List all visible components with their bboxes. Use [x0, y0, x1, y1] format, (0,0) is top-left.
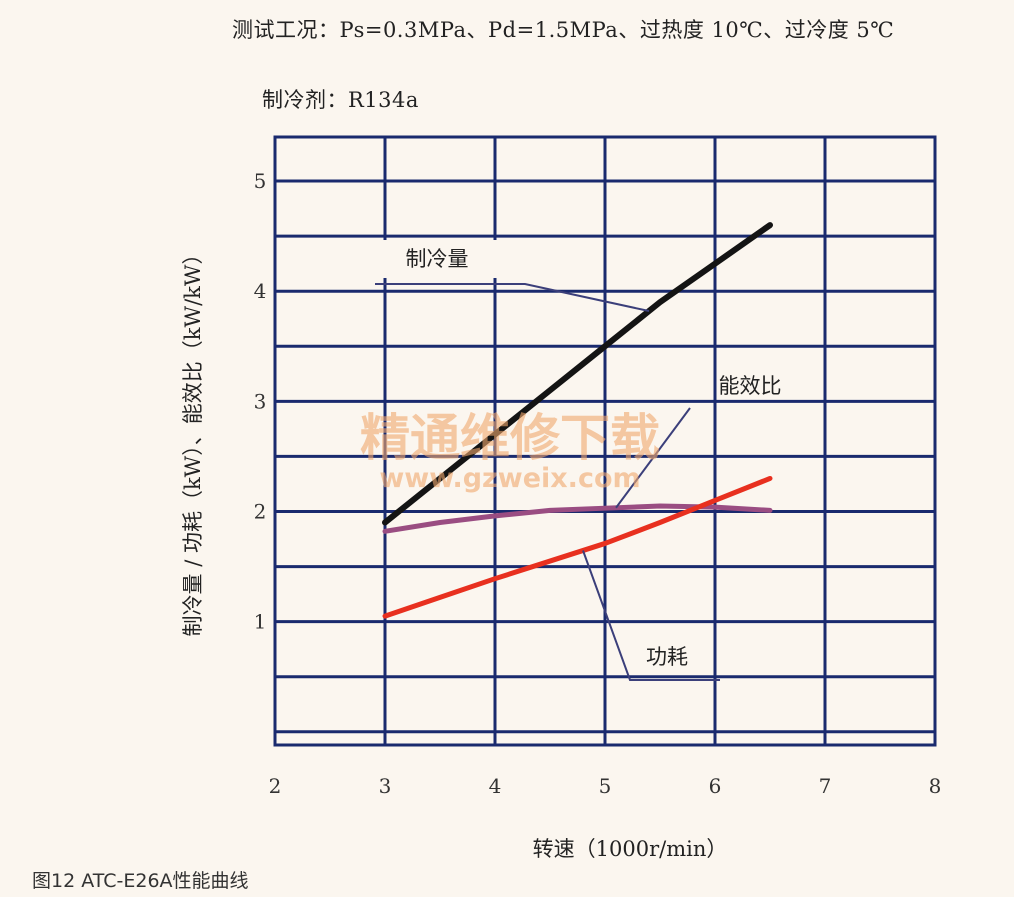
y-tick-label: 2 [254, 499, 267, 523]
series-line-1 [382, 503, 773, 534]
y-tick-label: 5 [254, 169, 267, 193]
y-tick-label: 1 [254, 610, 267, 634]
watermark-title: 精通维修下载 [360, 409, 660, 467]
x-tick-label: 7 [819, 774, 832, 798]
callout-background [382, 240, 500, 278]
y-axis-label: 制冷量 / 功耗（kW）、能效比（kW/kW） [181, 244, 205, 637]
series-line-0 [382, 222, 773, 526]
figure-caption: 图12 ATC-E26A性能曲线 [32, 870, 249, 892]
x-axis-label: 转速（1000r/min） [533, 837, 728, 861]
callout-leader [582, 550, 720, 681]
x-tick-label: 4 [489, 774, 502, 798]
chart-series [382, 222, 773, 619]
y-axis-ticks: 1 2 3 4 5 [254, 169, 267, 634]
callout-leader [375, 283, 650, 313]
callout-leader [615, 407, 691, 509]
series-label: 制冷量 [406, 247, 469, 271]
series-label: 功耗 [646, 645, 688, 669]
series-line-2 [382, 475, 773, 619]
watermark: 精通维修下载 www.gzweix.com [360, 409, 660, 494]
series-label: 能效比 [719, 374, 782, 398]
x-tick-label: 8 [929, 774, 942, 798]
refrigerant-text: 制冷剂：R134a [262, 88, 419, 112]
x-tick-label: 3 [379, 774, 392, 798]
x-tick-label: 2 [269, 774, 282, 798]
x-tick-label: 5 [599, 774, 612, 798]
x-tick-label: 6 [709, 774, 722, 798]
y-tick-label: 4 [254, 279, 267, 303]
x-axis-ticks: 2 3 4 5 6 7 8 [269, 774, 942, 798]
watermark-url: www.gzweix.com [379, 463, 640, 494]
test-conditions-text: 测试工况：Ps=0.3MPa、Pd=1.5MPa、过热度 10℃、过冷度 5℃ [232, 18, 895, 42]
y-tick-label: 3 [254, 389, 267, 413]
